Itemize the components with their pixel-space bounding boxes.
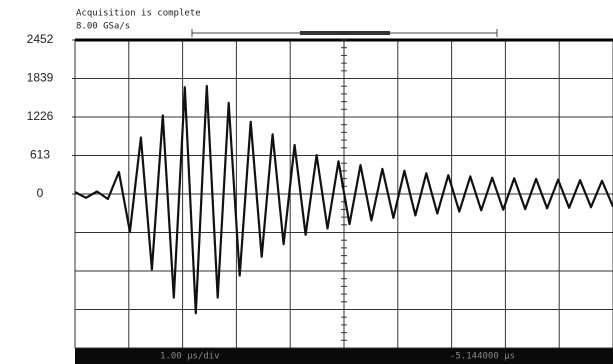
timebase: 1.00 µs/div	[160, 352, 220, 362]
y-tick-label: 1226	[27, 109, 54, 123]
y-tick-label: 0	[37, 186, 44, 200]
delay: -5.144000 µs	[450, 352, 515, 362]
y-tick-label: 613	[30, 148, 50, 162]
footer-bar	[75, 348, 613, 364]
y-tick-label: 1839	[27, 71, 54, 85]
scope-screen: Acquisition is complete 8.00 GSa/s 1.00 …	[0, 0, 613, 364]
sample-rate: 8.00 GSa/s	[76, 22, 130, 32]
status-text: Acquisition is complete	[76, 9, 201, 19]
y-tick-label: 2452	[27, 32, 54, 46]
memory-window	[300, 31, 390, 35]
